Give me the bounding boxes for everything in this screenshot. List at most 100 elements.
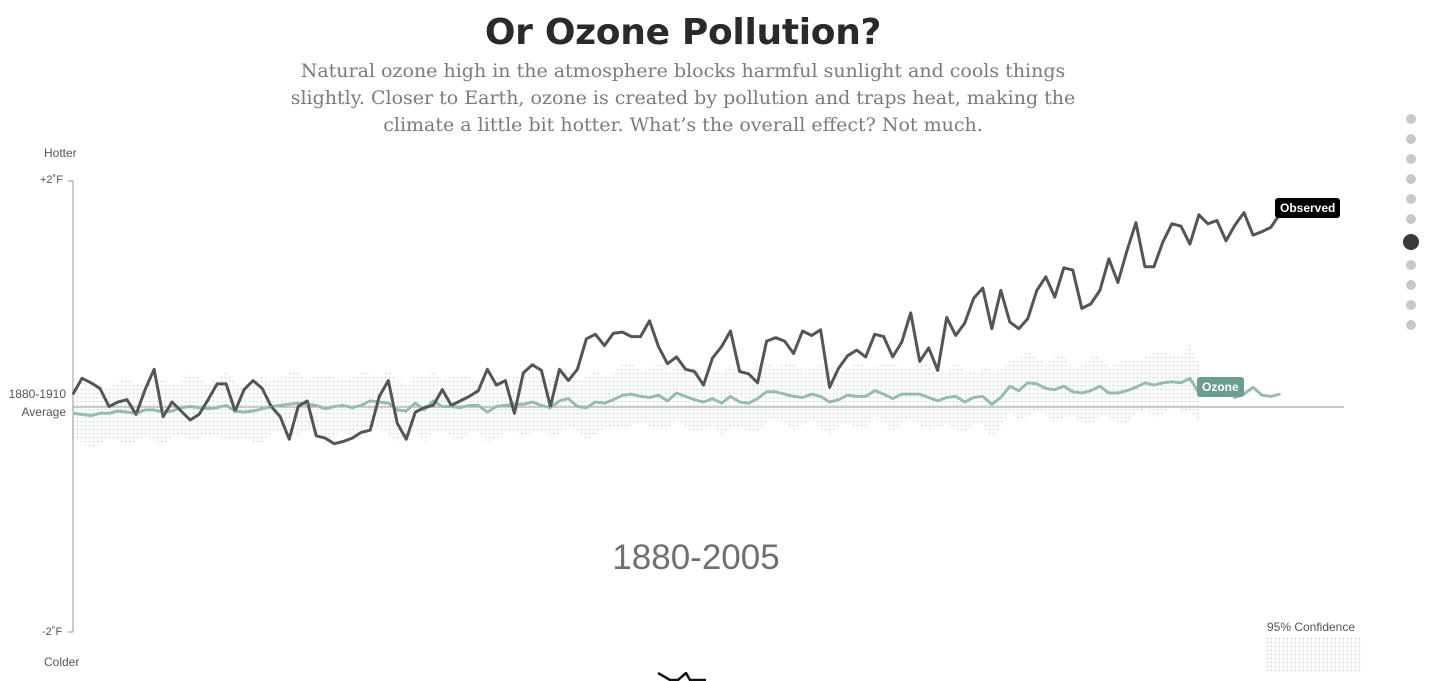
- ozone-data-point: [468, 404, 471, 407]
- ozone-data-point: [576, 405, 579, 408]
- chart-description: Natural ozone high in the atmosphere blo…: [280, 58, 1086, 139]
- observed-data-point: [657, 345, 660, 348]
- observed-data-point: [702, 384, 705, 386]
- observed-data-point: [72, 393, 74, 395]
- ozone-data-point: [1036, 383, 1038, 385]
- observed-data-point: [225, 383, 227, 385]
- observed-data-point: [801, 330, 804, 332]
- observed-data-point: [1027, 317, 1029, 320]
- observed-data-point: [1189, 243, 1191, 245]
- ozone-data-point: [297, 402, 300, 404]
- ozone-data-point: [387, 402, 390, 404]
- slide-navigation: [1400, 114, 1422, 340]
- ozone-data-point: [378, 401, 381, 403]
- nav-dot-4[interactable]: [1406, 174, 1416, 184]
- ozone-data-point: [1279, 393, 1281, 395]
- observed-data-point: [423, 406, 426, 409]
- observed-data-point: [819, 329, 822, 331]
- observed-data-point: [1198, 214, 1200, 216]
- ozone-data-point: [927, 396, 930, 399]
- ozone-data-point: [1072, 391, 1074, 393]
- ozone-data-point: [900, 393, 903, 395]
- ozone-data-point: [639, 395, 642, 398]
- observed-data-point: [1171, 223, 1173, 225]
- observed-data-point: [1144, 265, 1146, 268]
- observed-data-point: [621, 331, 624, 333]
- nav-dot-1[interactable]: [1406, 114, 1416, 124]
- ozone-data-point: [270, 405, 273, 408]
- nav-dot-9[interactable]: [1406, 280, 1416, 290]
- observed-data-point: [162, 415, 164, 418]
- ozone-data-point: [1261, 394, 1263, 397]
- ozone-data-point: [909, 393, 912, 395]
- observed-data-point: [522, 371, 525, 374]
- observed-data-point: [982, 287, 984, 289]
- observed-data-point: [441, 388, 444, 391]
- observed-data-point: [126, 398, 128, 401]
- confidence-band: [73, 344, 1199, 450]
- nav-dot-3[interactable]: [1406, 154, 1416, 164]
- observed-data-point: [675, 356, 678, 358]
- nav-dot-7[interactable]: [1403, 234, 1419, 250]
- observed-data-point: [765, 340, 768, 342]
- observed-data-point: [711, 357, 714, 359]
- period-label: 1880-2005: [612, 538, 780, 577]
- observed-data-point: [396, 422, 399, 425]
- observed-data-point: [477, 389, 480, 392]
- ozone-data-point: [315, 404, 318, 407]
- ozone-data-point: [774, 391, 777, 393]
- ozone-data-point: [1018, 389, 1020, 392]
- observed-data-point: [684, 368, 687, 371]
- ozone-data-point: [720, 402, 723, 404]
- ozone-data-point: [441, 405, 444, 408]
- ozone-data-point: [1153, 384, 1155, 386]
- observed-data-point: [1054, 296, 1056, 298]
- ozone-data-point: [495, 405, 498, 408]
- observed-data-point: [234, 410, 236, 412]
- confidence-legend-label: 95% Confidence: [1266, 620, 1356, 634]
- nav-dot-2[interactable]: [1406, 134, 1416, 144]
- observed-data-point: [207, 398, 209, 401]
- observed-data-point: [468, 395, 471, 398]
- ozone-data-point: [1171, 380, 1173, 383]
- observed-data-point: [900, 341, 903, 344]
- ozone-data-point: [1099, 385, 1101, 388]
- observed-data-point: [306, 400, 309, 402]
- observed-data-point: [549, 405, 552, 408]
- observed-data-point: [1081, 307, 1083, 310]
- ozone-data-point: [585, 406, 588, 409]
- ozone-data-point: [513, 403, 516, 406]
- ozone-data-point: [279, 404, 282, 407]
- page-title: Or Ozone Pollution?: [484, 12, 882, 53]
- observed-data-point: [135, 413, 137, 416]
- nav-dot-10[interactable]: [1406, 300, 1416, 310]
- ozone-data-point: [828, 401, 831, 403]
- ozone-data-point: [801, 396, 804, 399]
- nav-dot-6[interactable]: [1406, 214, 1416, 224]
- ozone-data-point: [657, 394, 660, 397]
- observed-data-point: [378, 395, 381, 398]
- nav-dot-8[interactable]: [1406, 260, 1416, 270]
- observed-data-point: [864, 356, 867, 358]
- ozone-data-point: [1180, 382, 1182, 384]
- observed-data-point: [1180, 225, 1182, 227]
- ozone-data-point: [153, 409, 155, 411]
- ozone-data-point: [1252, 386, 1254, 389]
- observed-data-point: [180, 410, 182, 412]
- observed-data-point: [783, 340, 786, 342]
- ozone-data-point: [612, 398, 615, 401]
- nav-dot-5[interactable]: [1406, 194, 1416, 204]
- y-tick-top: +2˚F: [40, 174, 63, 186]
- ozone-data-point: [954, 395, 957, 398]
- nav-dot-11[interactable]: [1406, 320, 1416, 330]
- observed-data-point: [1225, 240, 1227, 242]
- ozone-data-point: [684, 395, 687, 398]
- ozone-data-point: [135, 412, 137, 415]
- observed-data-point: [909, 312, 912, 314]
- observed-data-point: [747, 373, 750, 375]
- colder-label: Colder: [44, 655, 80, 669]
- observed-data-point: [945, 316, 948, 319]
- ozone-series-line: [72, 376, 1281, 417]
- observed-data-point: [648, 320, 651, 322]
- observed-data-point: [792, 352, 795, 355]
